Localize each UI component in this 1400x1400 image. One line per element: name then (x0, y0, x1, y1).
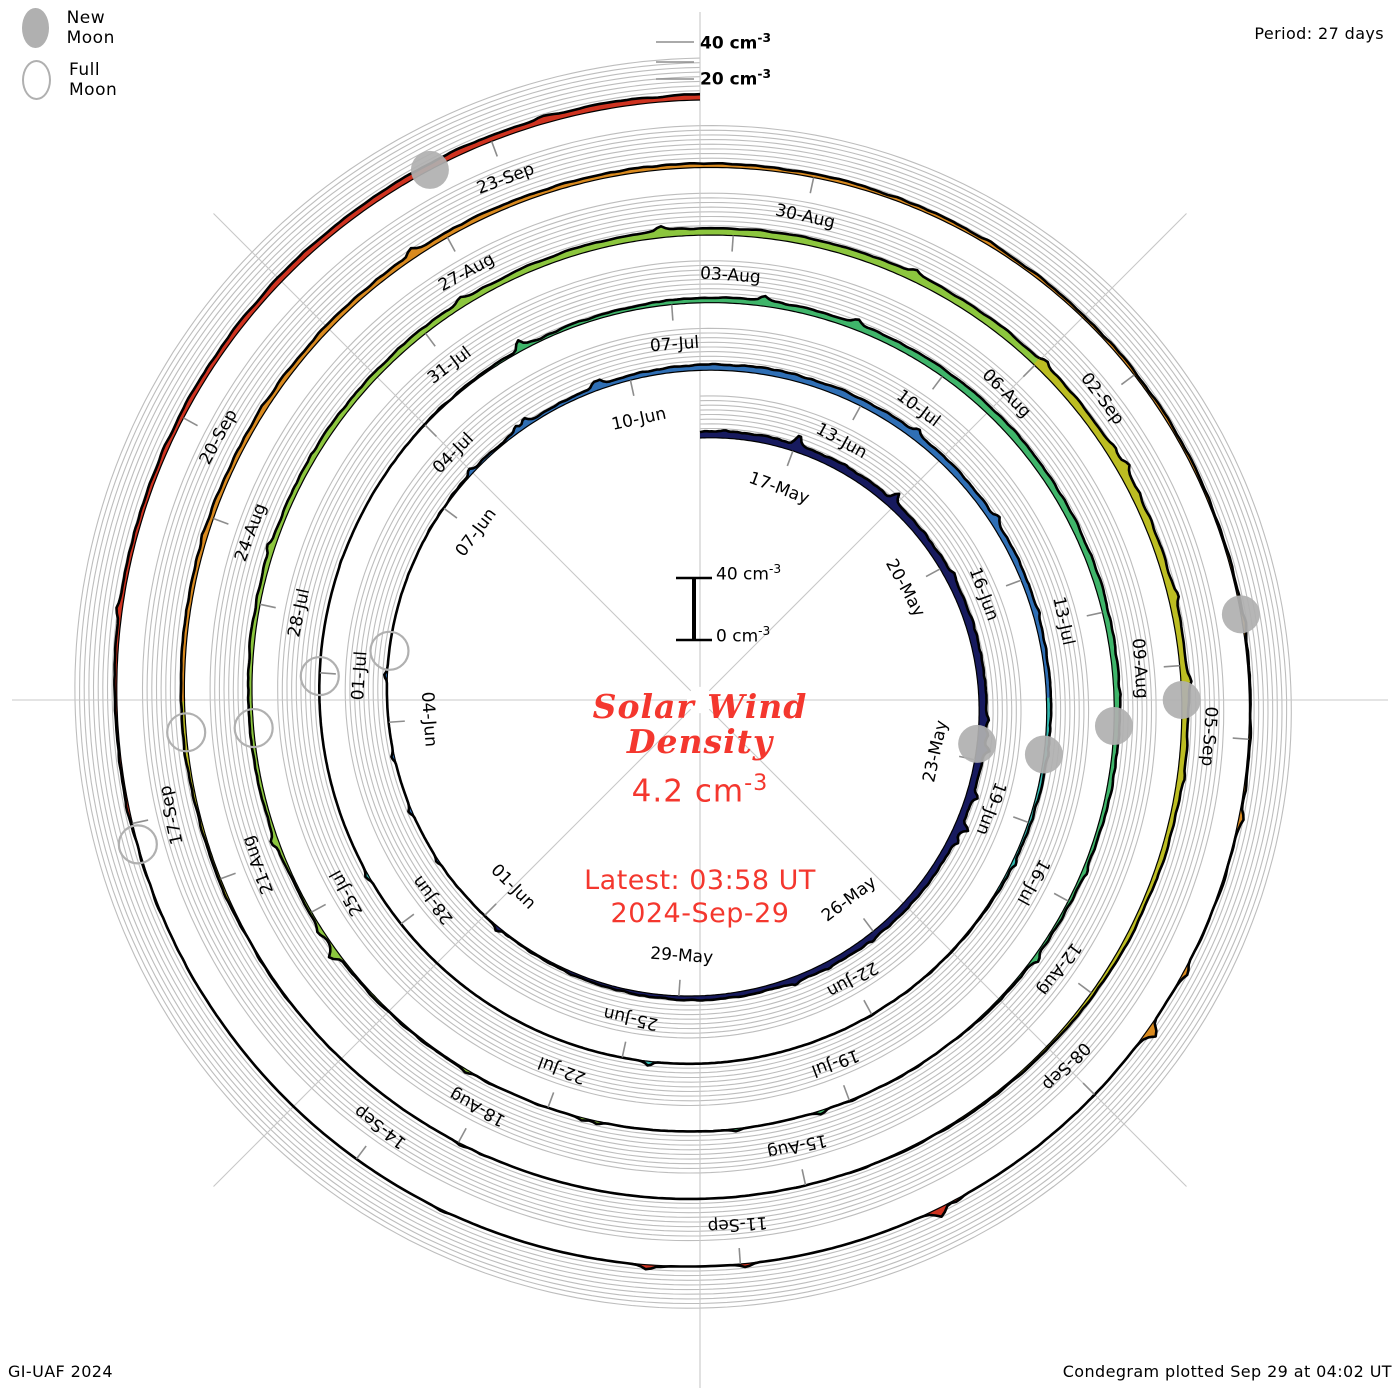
exponent-scale-top: -3 (768, 562, 782, 576)
filled-circle-icon (22, 8, 49, 48)
spiral-date-label: 07-Jun (452, 504, 501, 560)
exponent-40: -3 (757, 31, 771, 45)
scale-bar (676, 576, 712, 642)
spiral-date-label: 10-Jun (610, 404, 668, 435)
credit-label: GI-UAF 2024 (8, 1362, 113, 1381)
radial-axis-ticks (656, 41, 694, 80)
spiral-date-label: 25-Jul (326, 866, 367, 919)
plot-timestamp: Condegram plotted Sep 29 at 04:02 UT (1062, 1362, 1392, 1381)
moon-phase-markers (117, 150, 1260, 865)
spiral-date-label: 17-Sep (155, 784, 187, 847)
spiral-date-label: 05-Sep (1197, 706, 1221, 767)
new-moon-marker (1094, 707, 1133, 746)
full-moon-marker (117, 824, 158, 865)
legend-item-full-moon: Full Moon (22, 60, 128, 100)
chart-title-line2: Density (626, 721, 774, 761)
spiral-date-label: 07-Jul (649, 333, 700, 356)
exponent-20: -3 (757, 67, 771, 81)
period-label: Period: 27 days (1254, 24, 1384, 43)
full-moon-marker (299, 655, 340, 697)
latest-date: 2024-Sep-29 (610, 897, 790, 929)
spiral-date-label: 04-Jun (417, 691, 441, 748)
spiral-data-traces (113, 92, 1253, 1271)
latest-time: Latest: 03:58 UT (584, 865, 816, 897)
spiral-date-label: 16-Jul (1013, 855, 1054, 908)
spiral-date-label: 29-May (650, 944, 714, 968)
spiral-date-label: 17-May (746, 468, 812, 509)
latest-timestamp: Latest: 03:58 UT 2024-Sep-29 (400, 865, 1000, 930)
spiral-date-label: 11-Sep (707, 1212, 768, 1236)
chart-title: Solar Wind Density (400, 687, 1000, 761)
spiral-date-label: 03-Aug (699, 263, 761, 287)
spiral-date-label: 15-Aug (765, 1130, 828, 1162)
new-moon-marker (1162, 681, 1201, 719)
full-moon-marker (233, 707, 274, 749)
legend-item-new-moon: New Moon (22, 8, 128, 48)
new-moon-marker (1024, 735, 1063, 774)
chart-title-line1: Solar Wind (592, 687, 808, 726)
scale-bar-label-top: 40 cm-3 (716, 562, 782, 585)
spiral-tick-marks (132, 141, 1249, 1265)
spiral-date-label: 31-Jul (424, 343, 475, 389)
new-moon-marker (958, 724, 997, 763)
spiral-date-label: 09-Aug (1128, 638, 1152, 700)
exponent-current-value: -3 (744, 769, 769, 796)
open-circle-icon (22, 60, 52, 100)
legend-label-full-moon: Full Moon (69, 60, 118, 100)
new-moon-marker (1221, 595, 1260, 634)
center-readout: Solar Wind Density 4.2 cm-3 Latest: 03:5… (400, 687, 1000, 930)
full-moon-marker (369, 630, 410, 671)
spiral-date-label: 01-Jul (348, 650, 371, 701)
radial-axis-label-40: 40 cm-3 (700, 31, 771, 54)
current-value: 4.2 cm-3 (631, 769, 769, 810)
radial-axis-label-20: 20 cm-3 (700, 67, 771, 90)
spiral-date-label: 23-Sep (474, 159, 537, 199)
spiral-date-label: 30-Aug (773, 200, 836, 232)
spiral-date-label: 13-Jul (1048, 595, 1078, 647)
new-moon-marker (410, 150, 449, 189)
scale-bar-label-bottom: 0 cm-3 (716, 624, 771, 647)
spiral-date-label: 20-May (881, 556, 929, 621)
exponent-scale-bottom: -3 (758, 624, 771, 638)
full-moon-marker (166, 712, 207, 753)
legend-label-new-moon: New Moon (66, 8, 115, 48)
